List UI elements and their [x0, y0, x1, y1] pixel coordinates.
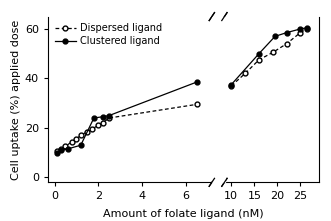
- Text: Amount of folate ligand (nM): Amount of folate ligand (nM): [103, 209, 264, 219]
- Y-axis label: Cell uptake (%) applied dose: Cell uptake (%) applied dose: [11, 19, 21, 180]
- Legend: Dispersed ligand, Clustered ligand: Dispersed ligand, Clustered ligand: [53, 21, 164, 48]
